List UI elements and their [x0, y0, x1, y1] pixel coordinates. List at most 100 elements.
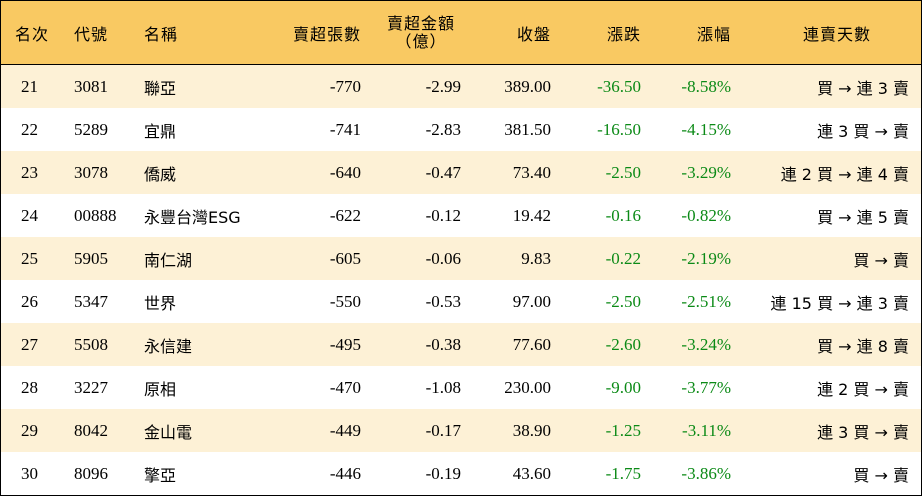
cell-shares: -470 — [329, 377, 361, 397]
cell-amount: -2.99 — [425, 76, 461, 96]
cell-amount: -0.19 — [425, 463, 461, 483]
cell-rank: 27 — [21, 334, 38, 354]
cell-code: 3081 — [74, 76, 108, 96]
cell-change: -16.50 — [597, 119, 641, 139]
cell-rank: 30 — [21, 463, 38, 483]
cell-name: 聯亞 — [144, 78, 177, 98]
cell-change: -1.75 — [605, 463, 641, 483]
cell-change: -0.16 — [605, 205, 641, 225]
cell-days: 連 3 買 → 賣 — [817, 121, 909, 141]
cell-rank: 23 — [21, 162, 38, 182]
cell-days: 買 → 連 8 賣 — [817, 336, 909, 356]
cell-shares: -449 — [329, 420, 361, 440]
cell-days: 連 2 買 → 賣 — [817, 379, 909, 399]
cell-code: 5289 — [74, 119, 108, 139]
cell-rank: 25 — [21, 248, 38, 268]
header-shares: 賣超張數 — [292, 24, 361, 44]
cell-change: -2.50 — [605, 291, 641, 311]
cell-code: 3227 — [74, 377, 108, 397]
cell-close: 73.40 — [512, 162, 551, 182]
cell-pct: -2.51% — [681, 291, 731, 311]
cell-rank: 24 — [21, 205, 38, 225]
header-code: 代號 — [74, 24, 109, 44]
header-change: 漲跌 — [606, 24, 641, 44]
cell-rank: 26 — [21, 291, 38, 311]
cell-shares: -495 — [329, 334, 361, 354]
header-pct: 漲幅 — [696, 24, 731, 44]
header-days: 連賣天數 — [802, 24, 871, 44]
cell-amount: -0.12 — [425, 205, 461, 225]
cell-amount: -2.83 — [425, 119, 461, 139]
cell-shares: -640 — [329, 162, 361, 182]
cell-pct: -4.15% — [681, 119, 731, 139]
cell-change: -0.22 — [605, 248, 641, 268]
table-row: 28 3227 原相 -470 -1.08 230.00 -9.00 -3.77… — [1, 366, 921, 409]
cell-rank: 28 — [21, 377, 38, 397]
cell-change: -9.00 — [605, 377, 641, 397]
cell-code: 00888 — [74, 205, 117, 225]
cell-rank: 29 — [21, 420, 38, 440]
cell-code: 3078 — [74, 162, 108, 182]
cell-name: 擎亞 — [144, 465, 177, 485]
cell-close: 19.42 — [512, 205, 551, 225]
table-row: 23 3078 僑威 -640 -0.47 73.40 -2.50 -3.29%… — [1, 151, 921, 194]
table-row: 22 5289 宜鼎 -741 -2.83 381.50 -16.50 -4.1… — [1, 108, 921, 151]
header-rank: 名次 — [14, 24, 49, 44]
cell-change: -1.25 — [605, 420, 641, 440]
cell-pct: -3.77% — [681, 377, 731, 397]
cell-name: 僑威 — [144, 164, 177, 184]
cell-code: 8096 — [74, 463, 108, 483]
cell-pct: -3.24% — [681, 334, 731, 354]
cell-shares: -446 — [329, 463, 361, 483]
header-name: 名稱 — [144, 24, 179, 44]
table-row: 30 8096 擎亞 -446 -0.19 43.60 -1.75 -3.86%… — [1, 452, 921, 495]
cell-change: -2.50 — [605, 162, 641, 182]
cell-days: 買 → 連 3 賣 — [817, 78, 909, 98]
cell-days: 買 → 賣 — [853, 465, 909, 485]
table-row: 27 5508 永信建 -495 -0.38 77.60 -2.60 -3.24… — [1, 323, 921, 366]
header-close: 收盤 — [516, 24, 551, 44]
cell-days: 買 → 賣 — [853, 250, 909, 270]
cell-close: 38.90 — [512, 420, 551, 440]
cell-name: 永信建 — [144, 336, 193, 356]
cell-pct: -0.82% — [681, 205, 731, 225]
cell-close: 230.00 — [504, 377, 551, 397]
cell-rank: 21 — [21, 76, 38, 96]
cell-name: 原相 — [144, 379, 177, 399]
cell-name: 南仁湖 — [144, 250, 193, 270]
table-header: 名次 代號 名稱 賣超張數 賣超金額 （億） 收盤 漲跌 漲幅 連賣天數 — [1, 1, 921, 65]
header-amount-unit: （億） — [395, 31, 447, 51]
cell-close: 9.83 — [521, 248, 551, 268]
cell-amount: -0.38 — [425, 334, 461, 354]
cell-amount: -0.47 — [425, 162, 461, 182]
cell-shares: -622 — [329, 205, 361, 225]
cell-days: 連 2 買 → 連 4 賣 — [780, 164, 909, 184]
table-row: 26 5347 世界 -550 -0.53 97.00 -2.50 -2.51%… — [1, 280, 921, 323]
cell-amount: -1.08 — [425, 377, 461, 397]
cell-close: 43.60 — [512, 463, 551, 483]
cell-close: 381.50 — [504, 119, 551, 139]
header-amount-title: 賣超金額 — [386, 13, 455, 33]
cell-pct: -3.86% — [681, 463, 731, 483]
cell-name: 宜鼎 — [144, 121, 177, 141]
cell-close: 77.60 — [512, 334, 551, 354]
cell-change: -2.60 — [605, 334, 641, 354]
cell-code: 5508 — [74, 334, 108, 354]
table-row: 25 5905 南仁湖 -605 -0.06 9.83 -0.22 -2.19%… — [1, 237, 921, 280]
cell-name: 金山電 — [144, 422, 193, 442]
cell-shares: -741 — [329, 119, 361, 139]
cell-code: 5905 — [74, 248, 108, 268]
table-row: 24 00888 永豐台灣ESG -622 -0.12 19.42 -0.16 … — [1, 194, 921, 237]
cell-pct: -8.58% — [681, 76, 731, 96]
cell-shares: -770 — [329, 76, 361, 96]
cell-pct: -3.11% — [682, 420, 731, 440]
cell-amount: -0.06 — [425, 248, 461, 268]
cell-code: 8042 — [74, 420, 108, 440]
cell-shares: -550 — [329, 291, 361, 311]
cell-days: 連 3 買 → 賣 — [817, 422, 909, 442]
cell-pct: -3.29% — [681, 162, 731, 182]
cell-name: 世界 — [144, 293, 177, 313]
table-row: 21 3081 聯亞 -770 -2.99 389.00 -36.50 -8.5… — [1, 65, 921, 108]
cell-close: 97.00 — [512, 291, 551, 311]
